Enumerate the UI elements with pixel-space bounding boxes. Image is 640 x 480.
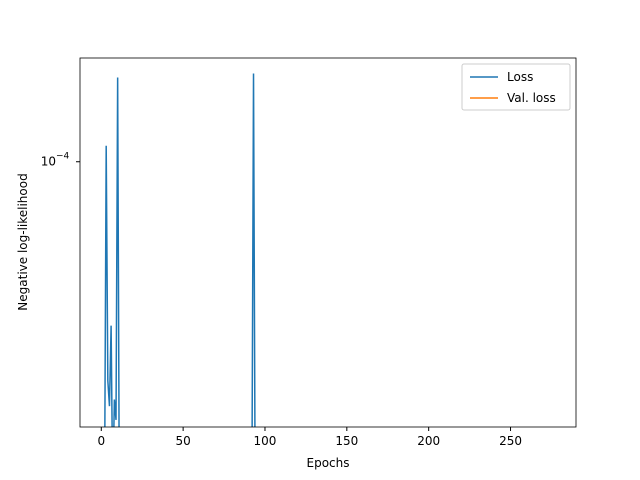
legend-label: Val. loss	[507, 91, 556, 105]
x-tick-label: 250	[499, 434, 522, 448]
plot-area	[104, 73, 256, 427]
y-axis-label: Negative log-likelihood	[16, 173, 30, 310]
y-tick-exponent: −4	[56, 152, 70, 162]
y-tick-label: 10	[41, 155, 56, 169]
x-tick-label: 150	[335, 434, 358, 448]
x-tick-label: 200	[417, 434, 440, 448]
x-tick-label: 50	[175, 434, 190, 448]
line	[104, 73, 256, 427]
x-tick-label: 0	[97, 434, 105, 448]
legend-label: Loss	[507, 70, 533, 84]
x-axis-label: Epochs	[307, 456, 350, 470]
x-tick-label: 100	[254, 434, 277, 448]
axes-frame	[79, 57, 577, 428]
